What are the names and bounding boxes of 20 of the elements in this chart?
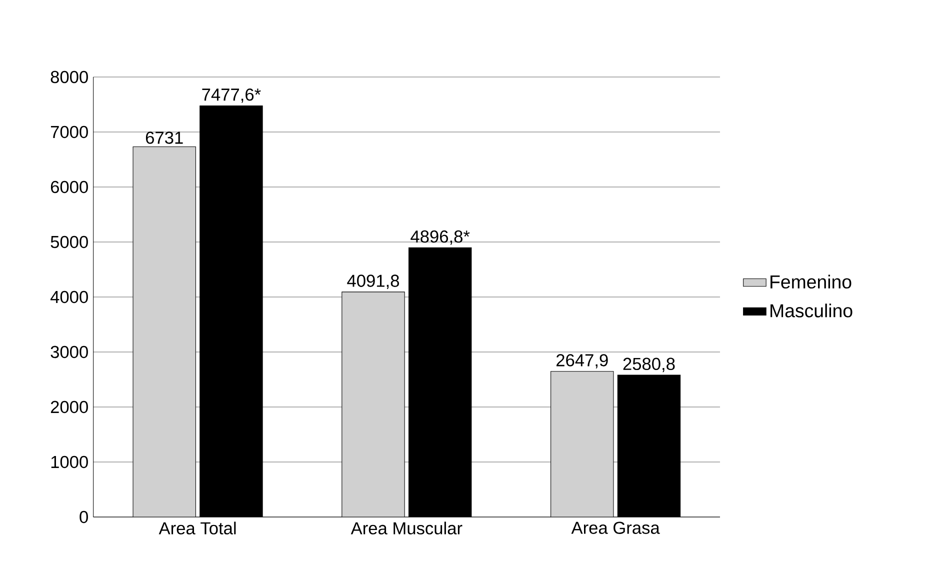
y-tick-label: 5000 xyxy=(50,236,88,248)
data-label: 2580,8 xyxy=(623,358,675,372)
y-tick-label: 0 xyxy=(80,510,88,524)
y-tick-label: 8000 xyxy=(50,70,88,84)
y-tick-label: 4000 xyxy=(50,290,88,304)
data-label: 4091,8 xyxy=(347,274,399,290)
data-label: 6731 xyxy=(146,132,183,144)
y-tick-label: 2000 xyxy=(50,400,88,414)
data-label: 2647,9 xyxy=(556,354,608,368)
x-tick-label: Area Total xyxy=(158,522,236,534)
y-tick-label: 7000 xyxy=(50,126,88,138)
legend-label: Femenino xyxy=(770,274,852,289)
data-label: 4896,8* xyxy=(410,230,470,245)
legend-label: Masculino xyxy=(770,304,852,318)
y-tick-label: 1000 xyxy=(51,456,88,468)
y-tick-label: 3000 xyxy=(50,346,88,358)
x-tick-label: Area Muscular xyxy=(350,522,462,534)
y-tick-label: 6000 xyxy=(50,180,88,194)
data-label: 7477,6* xyxy=(202,88,261,103)
x-tick-label: Area Grasa xyxy=(571,522,660,534)
